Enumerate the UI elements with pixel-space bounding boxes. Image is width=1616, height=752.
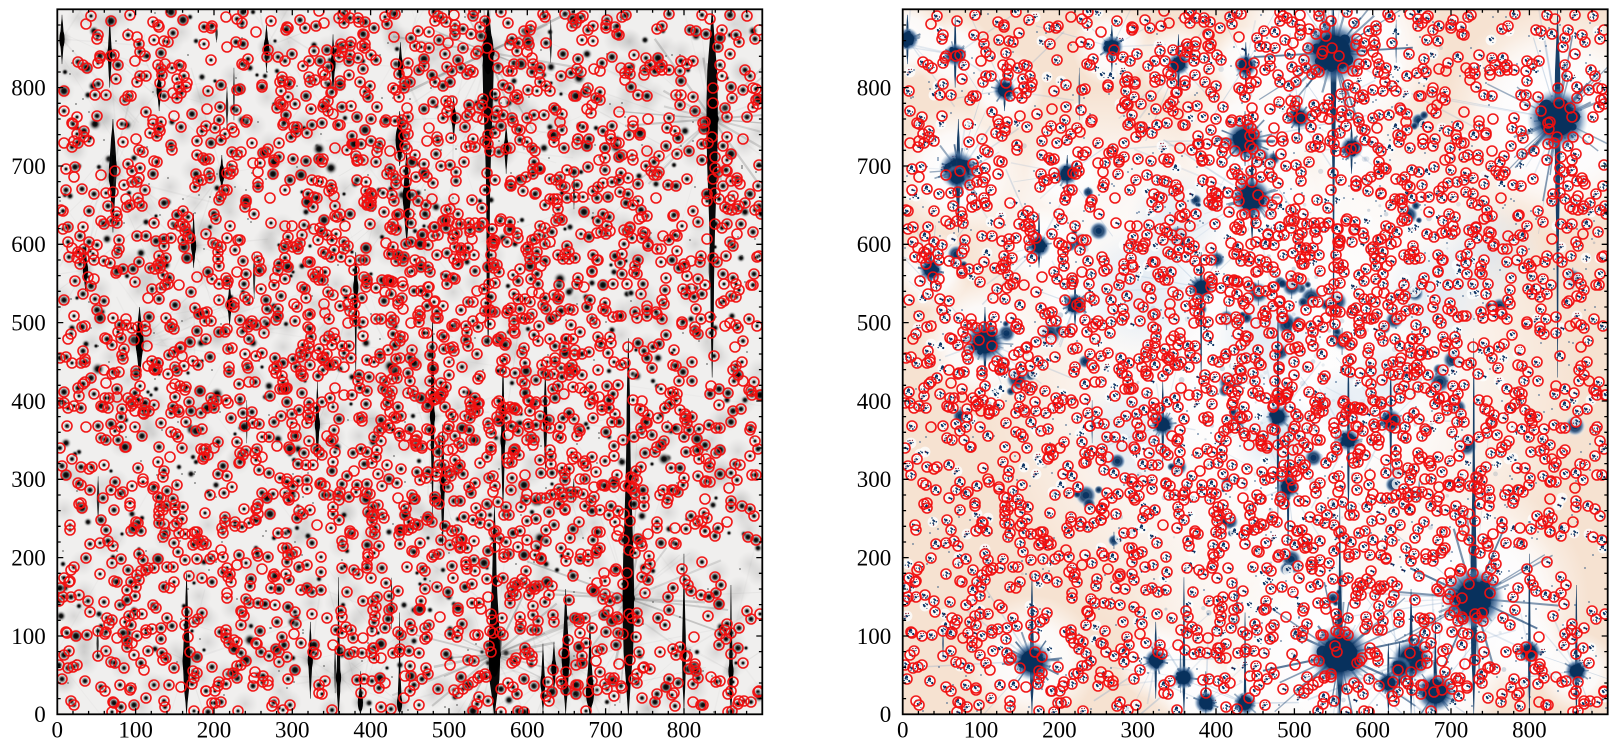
svg-text:700: 700 [588, 718, 623, 743]
svg-text:700: 700 [857, 154, 892, 179]
svg-text:100: 100 [11, 624, 46, 649]
svg-text:800: 800 [1512, 718, 1547, 743]
svg-text:700: 700 [11, 154, 46, 179]
svg-text:100: 100 [964, 718, 999, 743]
svg-text:200: 200 [11, 545, 46, 570]
svg-text:300: 300 [275, 718, 310, 743]
svg-text:300: 300 [11, 467, 46, 492]
svg-text:500: 500 [1277, 718, 1312, 743]
svg-text:300: 300 [1120, 718, 1155, 743]
svg-text:800: 800 [667, 718, 702, 743]
svg-text:500: 500 [432, 718, 467, 743]
svg-text:600: 600 [857, 232, 892, 257]
svg-text:400: 400 [857, 389, 892, 414]
svg-text:0: 0 [34, 702, 46, 727]
svg-text:100: 100 [857, 624, 892, 649]
svg-text:0: 0 [897, 718, 909, 743]
svg-text:600: 600 [1355, 718, 1390, 743]
svg-text:400: 400 [1199, 718, 1234, 743]
svg-text:500: 500 [857, 310, 892, 335]
svg-text:400: 400 [353, 718, 388, 743]
svg-text:100: 100 [118, 718, 153, 743]
svg-text:200: 200 [1042, 718, 1077, 743]
svg-text:0: 0 [52, 718, 64, 743]
svg-text:400: 400 [11, 389, 46, 414]
svg-text:800: 800 [857, 75, 892, 100]
svg-text:200: 200 [197, 718, 232, 743]
svg-text:700: 700 [1434, 718, 1469, 743]
svg-text:500: 500 [11, 310, 46, 335]
svg-text:800: 800 [11, 75, 46, 100]
svg-text:300: 300 [857, 467, 892, 492]
svg-text:600: 600 [11, 232, 46, 257]
svg-text:200: 200 [857, 545, 892, 570]
svg-text:0: 0 [880, 702, 892, 727]
svg-text:600: 600 [510, 718, 545, 743]
